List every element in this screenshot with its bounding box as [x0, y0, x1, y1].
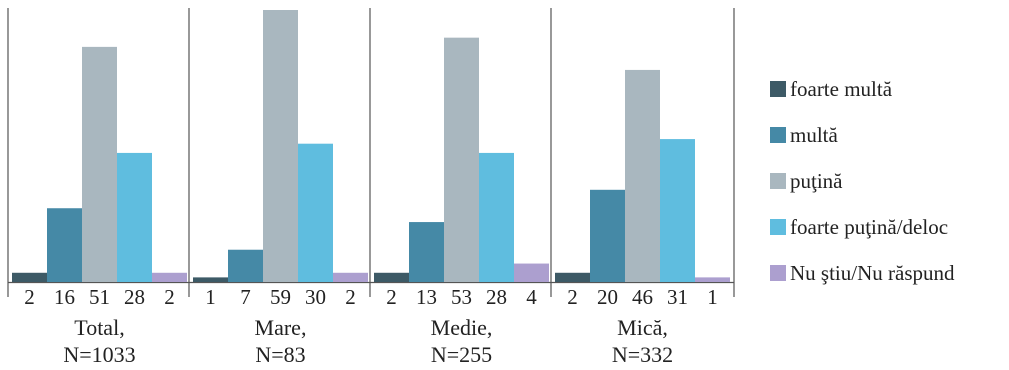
legend-swatch	[770, 265, 786, 281]
bar	[555, 272, 590, 282]
bar-value-label: 31	[667, 285, 688, 309]
bar-value-label: 28	[486, 285, 507, 309]
bar	[374, 272, 409, 282]
group-n-label: N=1033	[63, 342, 135, 367]
bar-value-label: 46	[632, 285, 653, 309]
legend-swatch	[770, 127, 786, 143]
bar-value-label: 1	[707, 285, 718, 309]
bar-value-label: 30	[305, 285, 326, 309]
group-label: Mare,	[255, 315, 307, 340]
bar-value-label: 28	[124, 285, 145, 309]
group-labels: Total,N=1033 Mare,N=83 Medie,N=255 Mică,N=3…	[63, 315, 673, 367]
bar-value-label: 2	[24, 285, 35, 309]
bar	[333, 272, 368, 282]
legend-item: multă	[770, 112, 955, 158]
bar	[228, 249, 263, 282]
group-n-label: N=332	[612, 342, 673, 367]
legend-swatch	[770, 173, 786, 189]
bar-value-label: 2	[567, 285, 578, 309]
bar	[625, 69, 660, 282]
bar	[444, 37, 479, 283]
axis-lines	[7, 8, 735, 297]
bar	[660, 139, 695, 282]
group-n-label: N=255	[431, 342, 492, 367]
bar-value-label: 53	[451, 285, 472, 309]
group-label: Medie,	[431, 315, 493, 340]
bar	[47, 208, 82, 282]
bar	[298, 143, 333, 282]
group-label: Mică,	[617, 315, 668, 340]
legend-label: multă	[790, 122, 838, 147]
bar-value-label: 20	[597, 285, 618, 309]
bar	[263, 10, 298, 282]
bar	[409, 222, 444, 282]
bar	[193, 277, 228, 282]
bar	[590, 189, 625, 282]
legend-item: foarte multă	[770, 66, 955, 112]
bar	[479, 152, 514, 282]
bars	[12, 10, 730, 283]
bar	[695, 277, 730, 282]
legend-label: puţină	[790, 168, 843, 193]
bar-value-label: 59	[270, 285, 291, 309]
bar	[117, 152, 152, 282]
legend-swatch	[770, 81, 786, 97]
value-labels: 2 16 51 28 2 1 7 59 30 2 2 13 53 28 4 2 20 46 31 1	[24, 285, 718, 309]
legend-item: puţină	[770, 158, 955, 204]
legend-label: foarte multă	[790, 76, 893, 101]
bar-value-label: 1	[205, 285, 216, 309]
bar	[82, 46, 117, 283]
group-label: Total,	[74, 315, 124, 340]
legend-item: Nu ştiu/Nu răspund	[770, 250, 955, 296]
group-n-label: N=83	[255, 342, 305, 367]
bar-value-label: 13	[416, 285, 437, 309]
bar	[152, 272, 187, 282]
bar-value-label: 51	[89, 285, 110, 309]
legend-item: foarte puţină/deloc	[770, 204, 955, 250]
legend-label: foarte puţină/deloc	[790, 214, 949, 239]
bar-value-label: 4	[526, 285, 537, 309]
legend: foarte multă multă puţină foarte puţină/del…	[770, 66, 955, 296]
legend-swatch	[770, 219, 786, 235]
bar	[12, 272, 47, 282]
bar-value-label: 2	[386, 285, 397, 309]
bar-value-label: 16	[54, 285, 75, 309]
bar-value-label: 2	[345, 285, 356, 309]
bar	[514, 263, 549, 282]
bar-value-label: 7	[240, 285, 251, 309]
bar-value-label: 2	[164, 285, 175, 309]
legend-label: Nu ştiu/Nu răspund	[790, 260, 955, 285]
